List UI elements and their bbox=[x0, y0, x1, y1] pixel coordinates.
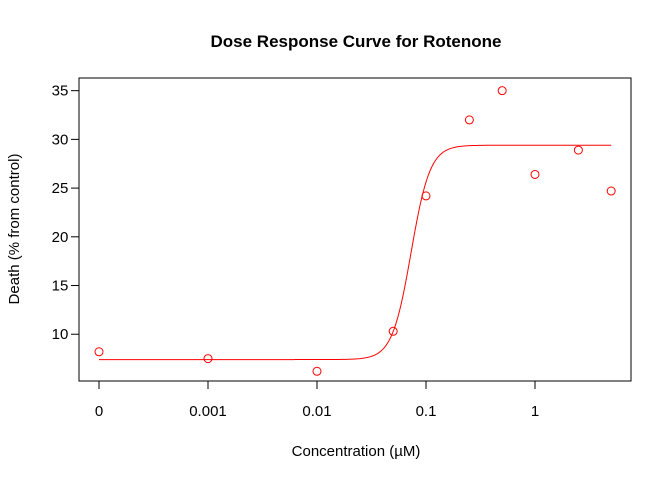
x-tick-label: 0 bbox=[95, 403, 103, 420]
plot-frame bbox=[78, 77, 632, 382]
data-point bbox=[464, 115, 474, 125]
x-tick-label: 0.01 bbox=[302, 403, 331, 420]
data-point bbox=[94, 347, 104, 357]
y-tick-label: 20 bbox=[52, 229, 69, 246]
data-point bbox=[203, 354, 213, 364]
data-point bbox=[497, 86, 507, 96]
chart-title: Dose Response Curve for Rotenone bbox=[211, 32, 502, 51]
x-tick-label: 1 bbox=[531, 403, 539, 420]
data-point bbox=[421, 191, 431, 201]
fitted-curve bbox=[99, 144, 612, 361]
data-point bbox=[312, 366, 322, 376]
y-tick-label: 35 bbox=[52, 83, 69, 100]
x-tick-label: 0.1 bbox=[416, 403, 437, 420]
data-points bbox=[94, 86, 616, 376]
x-axis-label: Concentration (µM) bbox=[292, 443, 421, 460]
y-tick-label: 25 bbox=[52, 180, 69, 197]
y-tick-label: 15 bbox=[52, 278, 69, 295]
data-point bbox=[530, 169, 540, 179]
y-axis: 10 15 20 25 30 35 bbox=[52, 83, 80, 343]
x-axis: 0 0.001 0.01 0.1 1 bbox=[95, 380, 539, 420]
data-point bbox=[573, 145, 583, 155]
y-axis-label: Death (% from control) bbox=[6, 154, 23, 305]
data-point bbox=[606, 186, 616, 196]
y-tick-label: 10 bbox=[52, 326, 69, 343]
data-point bbox=[388, 326, 398, 336]
x-tick-label: 0.001 bbox=[189, 403, 227, 420]
y-tick-label: 30 bbox=[52, 131, 69, 148]
